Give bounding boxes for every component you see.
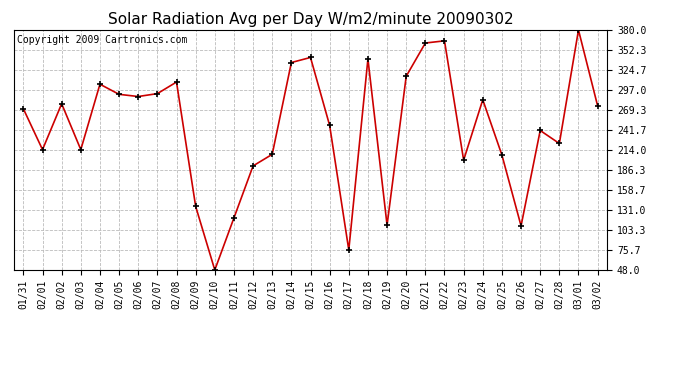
Title: Solar Radiation Avg per Day W/m2/minute 20090302: Solar Radiation Avg per Day W/m2/minute … <box>108 12 513 27</box>
Text: Copyright 2009 Cartronics.com: Copyright 2009 Cartronics.com <box>17 35 187 45</box>
